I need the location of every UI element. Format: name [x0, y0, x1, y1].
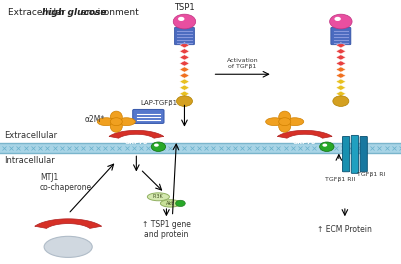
Ellipse shape — [160, 200, 180, 207]
Polygon shape — [336, 73, 346, 78]
Polygon shape — [336, 55, 346, 60]
Text: Intracellular: Intracellular — [4, 156, 55, 165]
Ellipse shape — [97, 118, 115, 126]
Ellipse shape — [279, 111, 291, 123]
Circle shape — [333, 96, 349, 106]
Text: environment: environment — [78, 8, 139, 17]
Ellipse shape — [117, 118, 136, 126]
Ellipse shape — [286, 118, 304, 126]
Circle shape — [322, 144, 327, 147]
Text: Akt: Akt — [166, 201, 174, 206]
Ellipse shape — [266, 118, 284, 126]
Polygon shape — [336, 85, 346, 90]
Text: TSP1: TSP1 — [174, 3, 195, 12]
Polygon shape — [180, 91, 189, 96]
Polygon shape — [336, 79, 346, 84]
Text: ↑ ECM Protein: ↑ ECM Protein — [318, 225, 372, 234]
Circle shape — [334, 17, 341, 21]
Circle shape — [279, 118, 291, 126]
Circle shape — [320, 142, 334, 152]
Text: GRP78: GRP78 — [293, 140, 316, 145]
Ellipse shape — [110, 111, 122, 123]
Polygon shape — [109, 130, 164, 138]
Polygon shape — [180, 49, 189, 54]
Ellipse shape — [44, 236, 92, 257]
Polygon shape — [336, 91, 346, 96]
Circle shape — [151, 142, 166, 152]
Polygon shape — [336, 43, 346, 48]
Circle shape — [176, 96, 192, 106]
Circle shape — [178, 17, 184, 21]
FancyBboxPatch shape — [360, 136, 367, 172]
Text: LAP-TGFβ1: LAP-TGFβ1 — [140, 100, 178, 106]
Polygon shape — [35, 219, 101, 228]
Text: GRP78: GRP78 — [125, 140, 148, 145]
FancyBboxPatch shape — [331, 27, 351, 45]
Bar — [0, 143, 401, 153]
Polygon shape — [180, 55, 189, 60]
Polygon shape — [180, 85, 189, 90]
FancyBboxPatch shape — [342, 136, 350, 172]
Polygon shape — [336, 49, 346, 54]
Text: α2M*: α2M* — [84, 115, 104, 124]
Polygon shape — [180, 43, 189, 48]
Circle shape — [154, 144, 159, 147]
Polygon shape — [180, 79, 189, 84]
Text: Extracellular: Extracellular — [4, 131, 57, 140]
Circle shape — [110, 118, 122, 126]
Text: TGFβ1 RI: TGFβ1 RI — [357, 172, 385, 177]
Polygon shape — [336, 61, 346, 66]
Text: TGFβ1 RII: TGFβ1 RII — [324, 177, 355, 182]
Text: MTJ1
co-chaperone: MTJ1 co-chaperone — [40, 173, 92, 192]
Polygon shape — [336, 67, 346, 72]
Ellipse shape — [147, 193, 169, 201]
Polygon shape — [180, 67, 189, 72]
Polygon shape — [277, 130, 332, 138]
Text: PI3K: PI3K — [152, 194, 163, 199]
Circle shape — [173, 14, 196, 29]
Polygon shape — [180, 73, 189, 78]
FancyBboxPatch shape — [174, 27, 194, 45]
Text: ↑ TSP1 gene
and protein: ↑ TSP1 gene and protein — [142, 220, 191, 239]
FancyBboxPatch shape — [351, 135, 358, 173]
Ellipse shape — [279, 120, 291, 132]
Text: high glucose: high glucose — [42, 8, 106, 17]
Polygon shape — [180, 61, 189, 66]
Circle shape — [330, 14, 352, 29]
Circle shape — [176, 200, 185, 206]
Text: Extracellular: Extracellular — [8, 8, 68, 17]
FancyBboxPatch shape — [133, 110, 164, 123]
Ellipse shape — [110, 120, 122, 132]
Text: GRP78: GRP78 — [57, 231, 80, 236]
Text: Activation
of TGFβ1: Activation of TGFβ1 — [227, 58, 258, 69]
